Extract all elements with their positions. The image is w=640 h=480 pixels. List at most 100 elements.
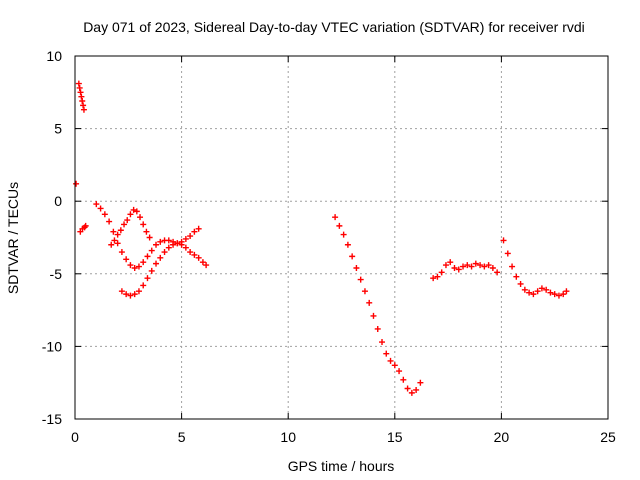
data-point: [82, 222, 89, 229]
data-point: [123, 291, 130, 298]
data-point: [182, 235, 189, 242]
data-points: [73, 80, 570, 396]
data-point: [123, 256, 130, 263]
data-point: [135, 263, 142, 270]
data-point: [78, 93, 85, 100]
data-point: [332, 214, 339, 221]
data-point: [111, 237, 118, 244]
data-point: [534, 288, 541, 295]
data-point: [447, 259, 454, 266]
data-point: [153, 260, 160, 267]
series-seg-9: [500, 237, 570, 299]
x-tick-label: 10: [280, 429, 296, 445]
data-point: [477, 262, 484, 269]
data-point: [370, 312, 377, 319]
data-point: [137, 214, 144, 221]
data-point: [413, 386, 420, 393]
data-point: [114, 231, 121, 238]
data-point: [489, 264, 496, 271]
series-seg-3: [77, 222, 89, 235]
x-axis-label: GPS time / hours: [288, 458, 395, 474]
data-point: [199, 259, 206, 266]
data-point: [538, 285, 545, 292]
data-point: [93, 201, 100, 208]
data-point: [127, 211, 134, 218]
series-seg-5: [108, 206, 153, 248]
chart-title: Day 071 of 2023, Sidereal Day-to-day VTE…: [83, 19, 585, 35]
data-point: [143, 228, 150, 235]
data-point: [203, 262, 210, 269]
data-point: [148, 247, 155, 254]
data-point: [543, 286, 550, 293]
data-point: [336, 222, 343, 229]
data-point: [468, 263, 475, 270]
series-seg-6: [118, 225, 202, 299]
y-tick-label: 5: [54, 121, 62, 137]
data-point: [174, 240, 181, 247]
data-point: [391, 362, 398, 369]
data-point: [472, 260, 479, 267]
data-point: [187, 249, 194, 256]
plot-frame: [74, 55, 609, 420]
series-seg-8: [430, 259, 501, 282]
data-point: [357, 276, 364, 283]
data-point: [75, 80, 82, 87]
data-point: [560, 291, 567, 298]
data-point: [124, 217, 131, 224]
y-tick-label: -10: [42, 338, 62, 354]
data-point: [157, 254, 164, 261]
data-point: [182, 244, 189, 251]
data-point: [133, 208, 140, 215]
data-point: [555, 292, 562, 299]
data-point: [144, 253, 151, 260]
data-point: [178, 238, 185, 245]
data-point: [344, 241, 351, 248]
data-point: [442, 262, 449, 269]
data-point: [434, 273, 441, 280]
data-point: [144, 275, 151, 282]
data-point: [460, 263, 467, 270]
data-point: [404, 385, 411, 392]
data-point: [187, 233, 194, 240]
y-tick-labels: -15 -10 -5 0 5 10: [42, 48, 62, 427]
data-point: [195, 254, 202, 261]
data-point: [97, 205, 104, 212]
data-point: [521, 286, 528, 293]
data-point: [140, 221, 147, 228]
x-tick-label: 5: [178, 429, 186, 445]
data-point: [73, 180, 80, 187]
x-tick-label: 25: [600, 429, 616, 445]
data-point: [108, 241, 115, 248]
x-tick-labels: 0 5 10 15 20 25: [71, 429, 616, 445]
data-point: [195, 225, 202, 232]
data-point: [146, 234, 153, 241]
data-point: [509, 263, 516, 270]
data-point: [408, 389, 415, 396]
data-point: [191, 228, 198, 235]
data-point: [165, 237, 172, 244]
data-point: [165, 244, 172, 251]
data-point: [400, 376, 407, 383]
data-point: [157, 238, 164, 245]
x-tick-label: 20: [494, 429, 510, 445]
data-point: [80, 102, 87, 109]
data-point: [485, 262, 492, 269]
data-point: [481, 263, 488, 270]
data-point: [121, 221, 128, 228]
data-point: [117, 227, 124, 234]
y-axis-label: SDTVAR / TECUs: [5, 182, 21, 294]
data-point: [127, 262, 134, 269]
data-point: [170, 241, 177, 248]
data-point: [77, 89, 84, 96]
data-point: [140, 282, 147, 289]
grid: [75, 56, 608, 419]
data-point: [547, 289, 554, 296]
data-point: [148, 267, 155, 274]
series-seg-7: [332, 214, 424, 396]
data-point: [106, 218, 113, 225]
y-tick-label: -15: [42, 411, 62, 427]
data-point: [451, 264, 458, 271]
data-point: [118, 288, 125, 295]
data-point: [387, 357, 394, 364]
